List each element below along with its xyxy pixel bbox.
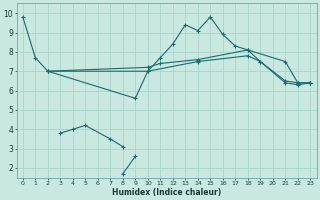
X-axis label: Humidex (Indice chaleur): Humidex (Indice chaleur) (112, 188, 221, 197)
